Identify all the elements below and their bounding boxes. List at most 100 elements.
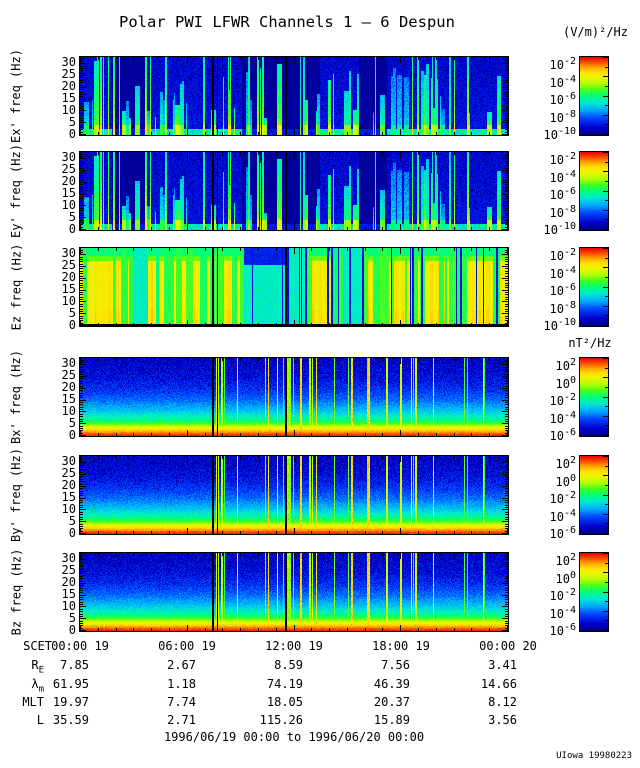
colorbar-tick-label: 10-8 <box>549 108 577 125</box>
spectrogram-canvas-ey <box>79 151 509 231</box>
ephemeris-row-label: MLT <box>22 695 44 709</box>
colorbar-tick-label: 10-2 <box>549 56 577 73</box>
colorbar-tick-label: 102 <box>555 455 576 472</box>
colorbar-tick-label: 102 <box>555 357 576 374</box>
freq-tick-label: 5 <box>68 115 76 129</box>
colorbar-tick-label: 10-10 <box>543 221 576 238</box>
freq-tick-label: 15 <box>61 587 76 602</box>
colorbar-tick-label: 10-6 <box>549 186 577 203</box>
ephemeris-value: 20.37 <box>373 695 410 709</box>
ephemeris-value: 61.95 <box>52 677 89 691</box>
freq-tick-label: 0 <box>68 622 76 637</box>
ephemeris-row-label: L <box>36 713 44 727</box>
freq-tick-label: 20 <box>61 380 76 395</box>
freq-tick-label: 20 <box>61 575 76 590</box>
colorbar-tick-label: 10-4 <box>549 168 577 185</box>
freq-tick-labels: 30 25 20 15 10 5 0 <box>30 551 76 637</box>
colorbar-tick-label: 10-8 <box>549 203 577 220</box>
freq-tick-label: 15 <box>61 91 76 106</box>
electric-units-label: (V/m)²/Hz <box>562 25 628 39</box>
ephemeris-value: 15.89 <box>373 713 410 727</box>
colorbar-tick-label: 10-6 <box>549 91 577 108</box>
ephemeris-value: 2.67 <box>167 658 196 672</box>
time-tick-label: 00:00 19 <box>51 639 109 653</box>
freq-tick-label: 30 <box>61 454 76 469</box>
colorbar-ez <box>579 247 609 327</box>
time-tick-label: 12:00 19 <box>265 639 323 653</box>
ephemeris-value: 19.97 <box>52 695 89 709</box>
freq-tick-label: 15 <box>61 392 76 407</box>
colorbar-tick-label: 100 <box>555 374 576 391</box>
freq-tick-label: 0 <box>68 221 76 236</box>
colorbar-tick-label: 10-4 <box>549 409 577 426</box>
freq-tick-label: 25 <box>61 162 76 177</box>
time-tick-label: 06:00 19 <box>158 639 216 653</box>
credit-label: UIowa 19980223 <box>556 751 632 761</box>
ephemeris-row-label: RE <box>31 658 44 676</box>
freq-tick-label: 30 <box>61 246 76 261</box>
time-tick-label: 00:00 20 <box>479 639 537 653</box>
colorbar-bz <box>579 552 609 632</box>
freq-tick-label: 0 <box>68 126 76 141</box>
y-axis-label-by: By' freq (Hz) <box>9 448 24 542</box>
freq-tick-label: 5 <box>68 306 76 320</box>
ephemeris-value: 8.12 <box>488 695 517 709</box>
freq-tick-label: 10 <box>61 198 76 213</box>
ephemeris-value: 2.71 <box>167 713 196 727</box>
ephemeris-value: 3.41 <box>488 658 517 672</box>
colorbar-by <box>579 455 609 535</box>
colorbar-tick-label: 100 <box>555 569 576 586</box>
colorbar-tick-label: 10-6 <box>549 282 577 299</box>
colorbar-tick-labels: 102 100 10-2 10-4 10-6 <box>520 452 577 541</box>
freq-tick-label: 15 <box>61 282 76 297</box>
ephemeris-value: 46.39 <box>373 677 410 691</box>
panel-by: By' freq (Hz) 30 25 20 15 10 5 0 102 100 10-2 10-… <box>0 448 640 542</box>
ephemeris-row-re: RE 7.85 2.67 8.59 7.56 3.41 <box>0 658 640 676</box>
colorbar-tick-label: 10-2 <box>549 490 577 507</box>
panel-ex: Ex' freq (Hz) 30 25 20 15 10 5 0 10-2 10-4 10-6 1… <box>0 49 640 143</box>
colorbar-tick-label: 10-10 <box>543 317 576 334</box>
scet-axis-label: SCET <box>23 639 52 653</box>
freq-tick-labels: 30 25 20 15 10 5 0 <box>30 454 76 540</box>
ephemeris-row-l: L 35.59 2.71 115.26 15.89 3.56 <box>0 713 640 727</box>
freq-tick-label: 25 <box>61 563 76 578</box>
spectrogram-canvas-by <box>79 455 509 535</box>
freq-tick-label: 20 <box>61 79 76 94</box>
panel-ez: Ez freq (Hz) 30 25 20 15 10 5 0 10-2 10-4 10-6 10… <box>0 243 640 333</box>
freq-tick-label: 20 <box>61 174 76 189</box>
freq-tick-label: 30 <box>61 551 76 566</box>
ephemeris-value: 35.59 <box>52 713 89 727</box>
freq-tick-label: 0 <box>68 427 76 442</box>
freq-tick-label: 0 <box>68 317 76 332</box>
colorbar-tick-label: 10-2 <box>549 247 577 264</box>
freq-tick-labels: 30 25 20 15 10 5 0 <box>30 55 76 141</box>
magnetic-units-label: nT²/Hz <box>568 336 612 350</box>
ephemeris-value: 74.19 <box>266 677 303 691</box>
colorbar-tick-label: 10-6 <box>549 622 577 639</box>
freq-tick-label: 30 <box>61 356 76 371</box>
ephemeris-value: 1.18 <box>167 677 196 691</box>
y-axis-label-ey: Ey' freq (Hz) <box>9 144 24 238</box>
y-axis-label-ez: Ez freq (Hz) <box>9 243 24 331</box>
freq-tick-label: 15 <box>61 186 76 201</box>
freq-tick-label: 30 <box>61 55 76 70</box>
colorbar-tick-label: 10-8 <box>549 299 577 316</box>
colorbar-tick-label: 10-4 <box>549 264 577 281</box>
spectrogram-canvas-ez <box>79 247 509 327</box>
freq-tick-label: 25 <box>61 258 76 273</box>
freq-tick-label: 5 <box>68 210 76 224</box>
ephemeris-value: 18.05 <box>266 695 303 709</box>
colorbar-tick-labels: 10-2 10-4 10-6 10-8 10-10 <box>520 53 577 142</box>
panel-bx: Bx' freq (Hz) 30 25 20 15 10 5 0 102 100 10-2 10-… <box>0 350 640 444</box>
freq-tick-label: 10 <box>61 103 76 118</box>
ephemeris-value: 8.59 <box>274 658 303 672</box>
colorbar-tick-labels: 102 100 10-2 10-4 10-6 <box>520 549 577 639</box>
freq-tick-label: 0 <box>68 525 76 540</box>
time-tick-label: 18:00 19 <box>372 639 430 653</box>
freq-tick-label: 5 <box>68 611 76 625</box>
ephemeris-value: 7.74 <box>167 695 196 709</box>
panel-bz: Bz freq (Hz) 30 25 20 15 10 5 0 102 100 10-2 10-4… <box>0 549 640 638</box>
colorbar-tick-label: 10-2 <box>549 392 577 409</box>
panel-ey: Ey' freq (Hz) 30 25 20 15 10 5 0 10-2 10-4 10-6 1… <box>0 144 640 238</box>
colorbar-ex <box>579 56 609 136</box>
